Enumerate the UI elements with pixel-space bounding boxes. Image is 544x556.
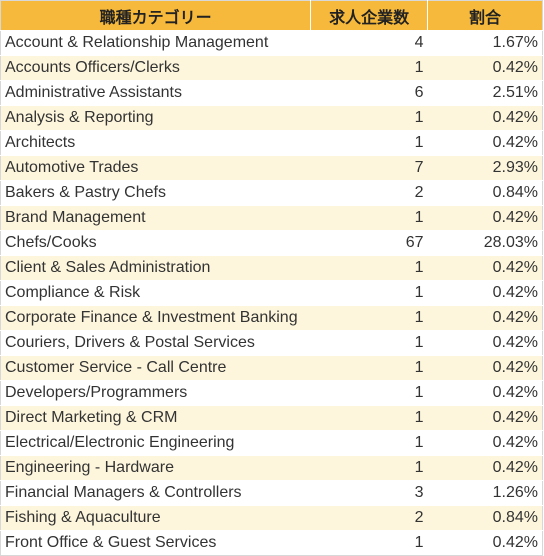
cell-count: 2 xyxy=(310,180,428,206)
table-row: Couriers, Drivers & Postal Services 1 0.… xyxy=(0,330,543,356)
cell-share: 0.42% xyxy=(427,305,543,331)
cell-count: 1 xyxy=(310,405,428,431)
table-row: Financial Managers & Controllers 3 1.26% xyxy=(0,480,543,506)
cell-category: Front Office & Guest Services xyxy=(0,530,311,556)
cell-count: 7 xyxy=(310,155,428,181)
cell-count: 1 xyxy=(310,55,428,81)
table-row: Customer Service - Call Centre 1 0.42% xyxy=(0,355,543,381)
cell-category: Engineering - Hardware xyxy=(0,455,311,481)
cell-count: 3 xyxy=(310,480,428,506)
table-row: Analysis & Reporting 1 0.42% xyxy=(0,105,543,131)
cell-count: 1 xyxy=(310,280,428,306)
cell-category: Corporate Finance & Investment Banking xyxy=(0,305,311,331)
table-row: Developers/Programmers 1 0.42% xyxy=(0,380,543,406)
cell-count: 1 xyxy=(310,455,428,481)
cell-category: Brand Management xyxy=(0,205,311,231)
cell-share: 1.26% xyxy=(427,480,543,506)
cell-category: Electrical/Electronic Engineering xyxy=(0,430,311,456)
cell-count: 1 xyxy=(310,530,428,556)
cell-category: Developers/Programmers xyxy=(0,380,311,406)
table-row: Electrical/Electronic Engineering 1 0.42… xyxy=(0,430,543,456)
table-row: Corporate Finance & Investment Banking 1… xyxy=(0,305,543,331)
cell-count: 67 xyxy=(310,230,428,256)
cell-share: 0.42% xyxy=(427,255,543,281)
cell-share: 0.42% xyxy=(427,55,543,81)
table-row: Accounts Officers/Clerks 1 0.42% xyxy=(0,55,543,81)
table-row: Account & Relationship Management 4 1.67… xyxy=(0,30,543,56)
table-row: Chefs/Cooks 67 28.03% xyxy=(0,230,543,256)
cell-category: Accounts Officers/Clerks xyxy=(0,55,311,81)
cell-share: 0.42% xyxy=(427,530,543,556)
cell-share: 0.42% xyxy=(427,130,543,156)
table-body: Account & Relationship Management 4 1.67… xyxy=(0,30,543,556)
cell-share: 0.42% xyxy=(427,355,543,381)
cell-share: 0.42% xyxy=(427,380,543,406)
table-row: Direct Marketing & CRM 1 0.42% xyxy=(0,405,543,431)
table-row: Front Office & Guest Services 1 0.42% xyxy=(0,530,543,556)
cell-share: 0.84% xyxy=(427,505,543,531)
table-header-row: 職種カテゴリー 求人企業数 割合 xyxy=(0,0,543,31)
cell-category: Bakers & Pastry Chefs xyxy=(0,180,311,206)
table-row: Bakers & Pastry Chefs 2 0.84% xyxy=(0,180,543,206)
cell-count: 1 xyxy=(310,130,428,156)
cell-share: 0.42% xyxy=(427,430,543,456)
cell-category: Financial Managers & Controllers xyxy=(0,480,311,506)
header-share: 割合 xyxy=(427,0,543,31)
table-row: Fishing & Aquaculture 2 0.84% xyxy=(0,505,543,531)
table-row: Brand Management 1 0.42% xyxy=(0,205,543,231)
cell-category: Administrative Assistants xyxy=(0,80,311,106)
cell-count: 1 xyxy=(310,305,428,331)
cell-category: Direct Marketing & CRM xyxy=(0,405,311,431)
cell-share: 0.42% xyxy=(427,105,543,131)
cell-count: 1 xyxy=(310,430,428,456)
cell-category: Analysis & Reporting xyxy=(0,105,311,131)
cell-category: Client & Sales Administration xyxy=(0,255,311,281)
cell-category: Compliance & Risk xyxy=(0,280,311,306)
cell-share: 2.93% xyxy=(427,155,543,181)
table-row: Client & Sales Administration 1 0.42% xyxy=(0,255,543,281)
cell-share: 1.67% xyxy=(427,30,543,56)
cell-count: 1 xyxy=(310,330,428,356)
cell-count: 6 xyxy=(310,80,428,106)
cell-category: Automotive Trades xyxy=(0,155,311,181)
cell-count: 1 xyxy=(310,355,428,381)
cell-count: 2 xyxy=(310,505,428,531)
table-row: Automotive Trades 7 2.93% xyxy=(0,155,543,181)
cell-count: 1 xyxy=(310,380,428,406)
cell-category: Account & Relationship Management xyxy=(0,30,311,56)
header-category: 職種カテゴリー xyxy=(0,0,312,31)
cell-share: 2.51% xyxy=(427,80,543,106)
cell-category: Architects xyxy=(0,130,311,156)
table-row: Compliance & Risk 1 0.42% xyxy=(0,280,543,306)
cell-count: 1 xyxy=(310,105,428,131)
cell-share: 0.42% xyxy=(427,280,543,306)
cell-share: 0.42% xyxy=(427,330,543,356)
cell-share: 0.42% xyxy=(427,405,543,431)
cell-count: 1 xyxy=(310,205,428,231)
cell-category: Couriers, Drivers & Postal Services xyxy=(0,330,311,356)
table-row: Administrative Assistants 6 2.51% xyxy=(0,80,543,106)
cell-count: 1 xyxy=(310,255,428,281)
cell-category: Chefs/Cooks xyxy=(0,230,311,256)
cell-category: Customer Service - Call Centre xyxy=(0,355,311,381)
cell-count: 4 xyxy=(310,30,428,56)
cell-category: Fishing & Aquaculture xyxy=(0,505,311,531)
cell-share: 0.42% xyxy=(427,455,543,481)
cell-share: 0.42% xyxy=(427,205,543,231)
table-row: Architects 1 0.42% xyxy=(0,130,543,156)
cell-share: 28.03% xyxy=(427,230,543,256)
table-row: Engineering - Hardware 1 0.42% xyxy=(0,455,543,481)
cell-share: 0.84% xyxy=(427,180,543,206)
header-company-count: 求人企業数 xyxy=(310,0,429,31)
